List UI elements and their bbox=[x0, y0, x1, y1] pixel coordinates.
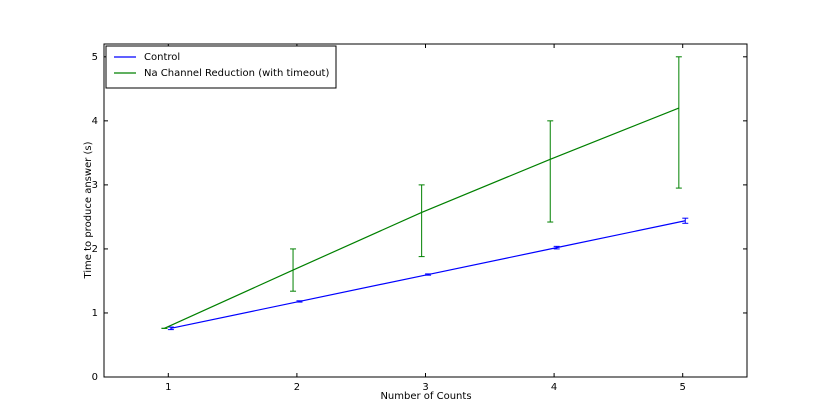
y-tick-label: 4 bbox=[92, 116, 98, 127]
legend-box bbox=[105, 45, 337, 89]
legend-label: Control bbox=[144, 52, 180, 63]
x-tick-label: 2 bbox=[294, 382, 300, 393]
x-axis-label: Number of Counts bbox=[380, 391, 471, 402]
x-tick-label: 3 bbox=[422, 382, 428, 393]
y-tick-label: 3 bbox=[92, 180, 98, 191]
y-tick-label: 0 bbox=[92, 372, 98, 383]
x-tick-label: 5 bbox=[680, 382, 686, 393]
y-tick-label: 1 bbox=[92, 308, 98, 319]
y-tick-label: 5 bbox=[92, 52, 98, 63]
y-tick-label: 2 bbox=[92, 244, 98, 255]
x-tick-label: 4 bbox=[551, 382, 557, 393]
x-tick-label: 1 bbox=[165, 382, 171, 393]
legend-label: Na Channel Reduction (with timeout) bbox=[144, 68, 329, 79]
y-axis-label: Time to produce answer (s) bbox=[83, 141, 94, 279]
